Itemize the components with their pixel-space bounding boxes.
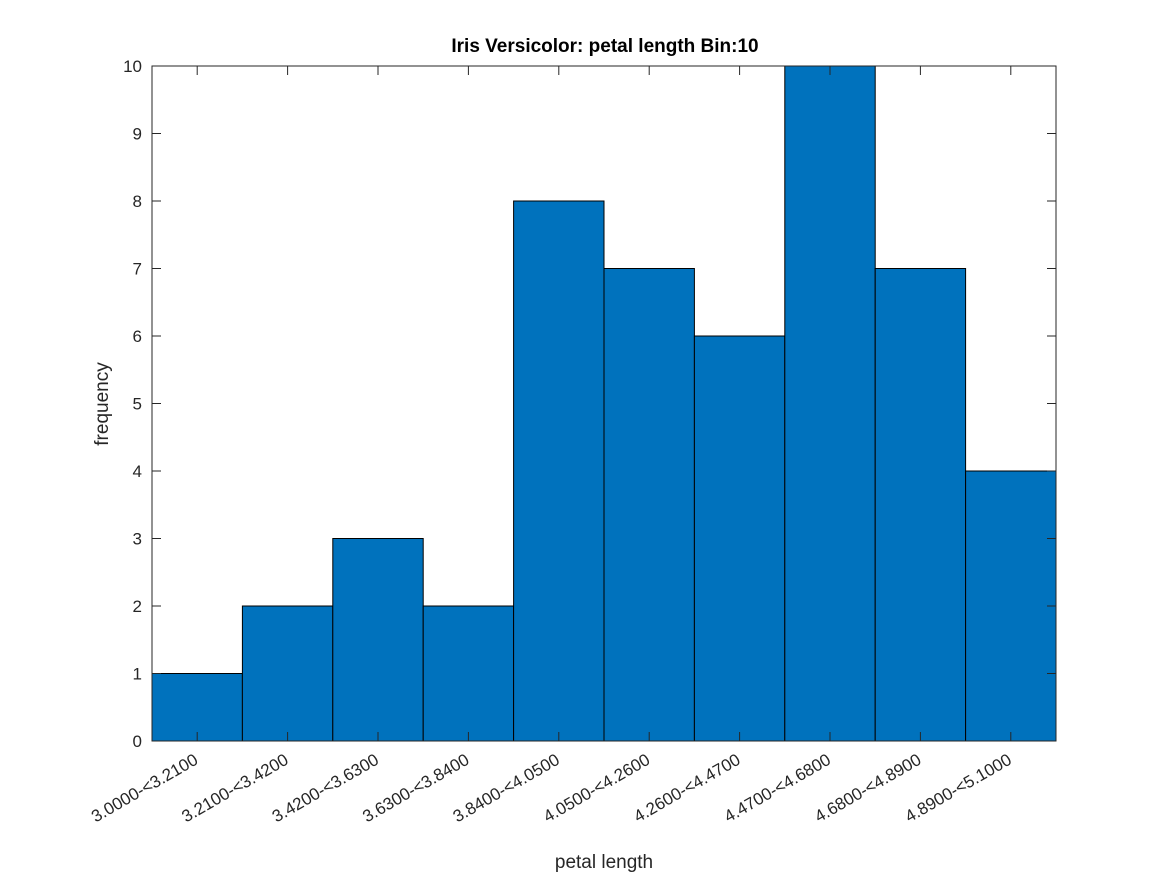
y-tick-label: 6 <box>133 327 142 346</box>
y-tick-label: 7 <box>133 260 142 279</box>
y-tick-label: 4 <box>133 462 142 481</box>
y-axis: 0 1 2 3 4 5 6 7 8 9 10 <box>123 57 1056 751</box>
bar <box>874 268 967 742</box>
bar <box>513 200 605 742</box>
bar <box>603 268 695 742</box>
y-tick-label: 5 <box>133 395 142 414</box>
bar <box>784 65 876 742</box>
y-tick-label: 0 <box>133 732 142 751</box>
plot-area-frame <box>151 65 1057 742</box>
bar <box>965 470 1057 742</box>
y-tick-label: 10 <box>123 57 142 76</box>
bar <box>693 335 786 742</box>
x-axis-label: petal length <box>555 852 653 873</box>
y-tick-label: 8 <box>133 192 142 211</box>
bar <box>332 538 424 742</box>
bar <box>151 673 243 742</box>
y-axis-label: frequency <box>92 362 113 446</box>
bars-group <box>151 65 1057 742</box>
y-tick-label: 1 <box>133 665 142 684</box>
y-tick-label: 9 <box>133 125 142 144</box>
bar <box>422 605 515 742</box>
y-tick-label: 3 <box>133 530 142 549</box>
chart-title: Iris Versicolor: petal length Bin:10 <box>451 36 758 57</box>
bar <box>241 605 334 742</box>
y-tick-label: 2 <box>133 597 142 616</box>
